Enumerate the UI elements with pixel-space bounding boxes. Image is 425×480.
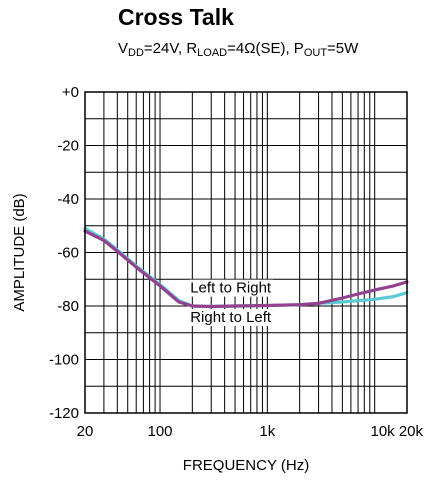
x-tick-label: 100 xyxy=(148,423,173,440)
annotation-background xyxy=(189,279,273,297)
plot-frame xyxy=(84,91,408,414)
subtitle-rload: R xyxy=(186,40,198,57)
subtitle-rload-sub: LOAD xyxy=(197,47,228,59)
subtitle-vdd: V xyxy=(118,40,129,57)
x-tick-label: 20 xyxy=(77,423,94,440)
x-axis-label: FREQUENCY (Hz) xyxy=(183,457,309,474)
subtitle-pout-value: =5W xyxy=(327,40,359,57)
y-tick-label: -40 xyxy=(57,191,79,208)
y-tick-label: +0 xyxy=(62,84,79,101)
y-tick-label: -100 xyxy=(49,352,79,369)
y-axis-label: AMPLITUDE (dB) xyxy=(11,193,28,311)
y-tick-label: -20 xyxy=(57,138,79,155)
annotations: Left to Right Right to Left xyxy=(189,279,273,327)
series-lines xyxy=(83,226,409,309)
annotation-label: Right to Left xyxy=(190,309,272,326)
chart-subtitle: VDD=24V, RLOAD=4Ω(SE), POUT=5W xyxy=(118,40,358,59)
y-tick-label: -80 xyxy=(57,298,79,315)
series-line xyxy=(83,229,409,309)
y-tick-label: -60 xyxy=(57,245,79,262)
chart-title: Cross Talk xyxy=(118,4,234,30)
subtitle-vdd-sub: DD xyxy=(128,47,144,59)
subtitle-vdd-value: =24V, xyxy=(143,40,187,57)
y-tick-labels: +0 -20 -40 -60 -80 -100 -120 xyxy=(49,84,79,422)
annotation-label: Left to Right xyxy=(190,280,272,297)
x-tick-label: 10k xyxy=(371,423,396,440)
x-tick-labels: 20 100 1k 10k 20k xyxy=(77,423,424,440)
x-tick-label: 1k xyxy=(259,423,275,440)
x-tick-label: 20k xyxy=(399,423,424,440)
subtitle-pout: P xyxy=(293,40,304,57)
y-tick-label: -120 xyxy=(49,405,79,422)
grid xyxy=(85,92,407,413)
annotation-background xyxy=(189,309,273,327)
subtitle-pout-sub: OUT xyxy=(303,47,328,59)
subtitle-rload-value: =4Ω(SE), xyxy=(227,40,294,57)
